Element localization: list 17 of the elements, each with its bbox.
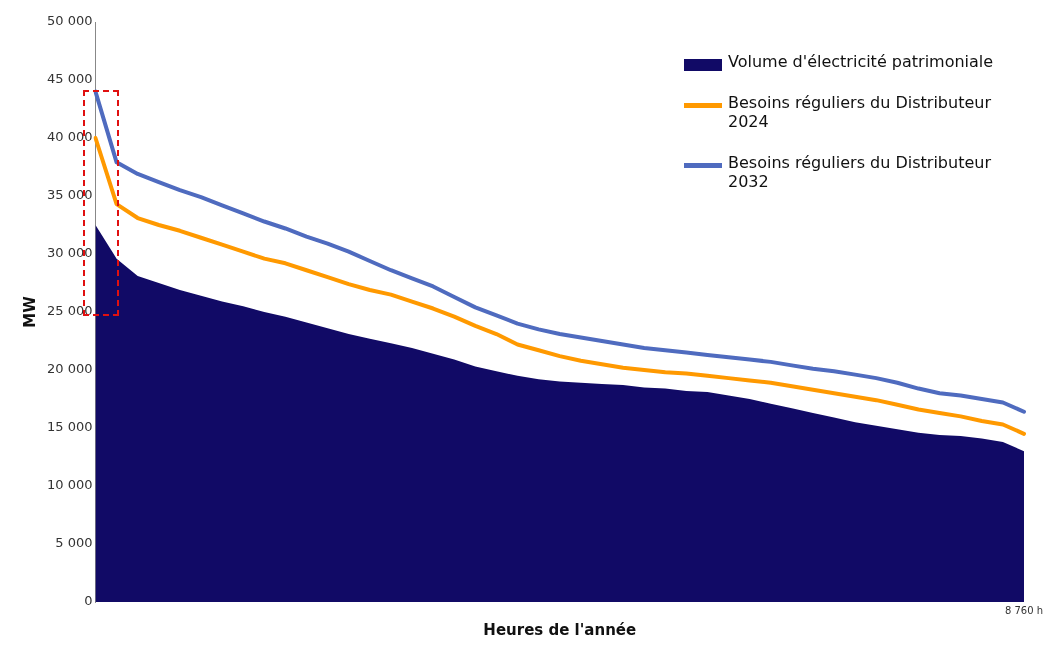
y-axis-title: MW — [20, 295, 39, 328]
y-tick-label: 30 000 — [46, 245, 93, 261]
y-tick-label: 35 000 — [46, 187, 93, 203]
y-tick-label: 10 000 — [46, 477, 93, 493]
y-tick-label: 20 000 — [46, 361, 93, 377]
x-axis-title: Heures de l'année — [483, 620, 637, 639]
y-tick-label: 50 000 — [46, 13, 93, 29]
x-tick-label: 8 760 h — [1004, 604, 1044, 616]
y-tick-label: 45 000 — [46, 71, 93, 87]
legend-label: Besoins réguliers du Distributeur 2032 — [728, 153, 992, 191]
y-tick-label: 40 000 — [46, 129, 93, 145]
y-tick-label: 5 000 — [55, 535, 93, 551]
legend-label: Besoins réguliers du Distributeur 2024 — [728, 93, 992, 131]
y-tick-label: 0 — [84, 593, 93, 609]
legend-label: Volume d'électricité patrimoniale — [728, 52, 994, 71]
y-tick-label: 25 000 — [46, 303, 93, 319]
y-tick-label: 15 000 — [46, 419, 93, 435]
